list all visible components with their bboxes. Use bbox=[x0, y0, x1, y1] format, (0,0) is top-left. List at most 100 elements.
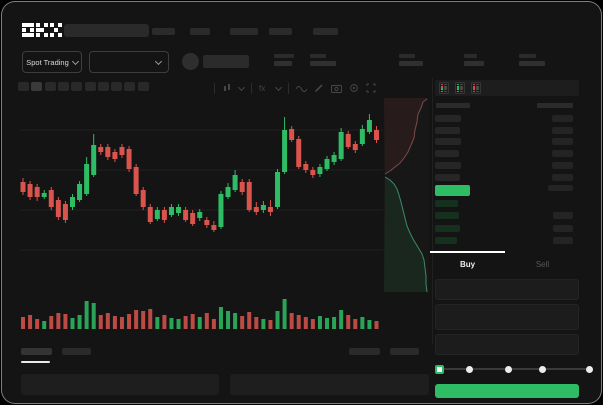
bottom-tab-1[interactable] bbox=[62, 348, 91, 355]
order-input-1[interactable] bbox=[435, 304, 579, 330]
stat-3-value bbox=[464, 61, 484, 66]
slider-dot-1[interactable] bbox=[465, 365, 473, 373]
bottom-bar-action-1[interactable] bbox=[390, 348, 419, 355]
slider-dot-4[interactable] bbox=[585, 365, 593, 373]
ask-row-3[interactable] bbox=[435, 150, 573, 158]
candle-body bbox=[317, 167, 323, 174]
draw-pencil-icon[interactable] bbox=[314, 83, 324, 93]
nav-item-2[interactable] bbox=[230, 28, 258, 35]
okx-logo[interactable] bbox=[22, 23, 62, 42]
stat-4-value bbox=[519, 61, 545, 66]
candle-body bbox=[366, 120, 372, 132]
bottom-tab-0[interactable] bbox=[21, 348, 52, 355]
orderbook-view-both-icon[interactable] bbox=[439, 82, 449, 94]
candle-body bbox=[253, 207, 259, 212]
settings-gear-icon[interactable] bbox=[349, 83, 359, 93]
timeframe-button-1[interactable] bbox=[31, 82, 43, 91]
volume-bar bbox=[233, 313, 238, 329]
bid-row-3[interactable] bbox=[435, 237, 573, 245]
price-cell bbox=[435, 173, 460, 181]
bid-row-1[interactable] bbox=[435, 212, 573, 220]
chevron-down-icon[interactable] bbox=[274, 83, 283, 91]
amount-slider[interactable] bbox=[434, 364, 593, 374]
timeframe-button-6[interactable] bbox=[97, 82, 109, 91]
timeframe-button-3[interactable] bbox=[57, 82, 69, 91]
timeframe-button-7[interactable] bbox=[111, 82, 123, 91]
timeframe-button-2[interactable] bbox=[44, 82, 56, 91]
ask-row-5[interactable] bbox=[435, 173, 573, 181]
slider-dot-2[interactable] bbox=[504, 365, 512, 373]
bid-row-0[interactable] bbox=[435, 200, 573, 207]
nav-item-1[interactable] bbox=[190, 28, 210, 35]
buy-submit-button[interactable] bbox=[435, 384, 579, 398]
stat-4-label bbox=[519, 54, 536, 58]
tab-buy[interactable]: Buy bbox=[430, 251, 505, 275]
timeframe-button-9[interactable] bbox=[137, 82, 149, 91]
timeframe-button-8[interactable] bbox=[124, 82, 136, 91]
amount-cell bbox=[552, 115, 573, 122]
nav-item-4[interactable] bbox=[313, 28, 338, 35]
candle-body bbox=[20, 182, 26, 192]
ask-row-0[interactable] bbox=[435, 115, 573, 122]
orderbook-view-bids-icon[interactable] bbox=[455, 82, 465, 94]
volume-bar bbox=[77, 315, 82, 329]
slider-dot-3[interactable] bbox=[539, 365, 546, 373]
coin-avatar[interactable] bbox=[182, 53, 199, 70]
candle-body bbox=[190, 213, 196, 224]
price-cell bbox=[435, 237, 457, 245]
timeframe-button-0[interactable] bbox=[18, 82, 29, 91]
candle-body bbox=[218, 194, 224, 227]
indicators-icon[interactable]: fx bbox=[259, 83, 269, 93]
slider-handle[interactable] bbox=[434, 364, 444, 374]
volume-bar bbox=[360, 317, 365, 329]
candle-body bbox=[105, 147, 111, 157]
price-cell bbox=[435, 150, 459, 158]
candle-style-icon[interactable] bbox=[222, 83, 232, 93]
depth-bids-line bbox=[384, 176, 428, 293]
chevron-down-icon[interactable] bbox=[237, 83, 246, 91]
stat-2-label bbox=[399, 54, 415, 58]
order-input-2[interactable] bbox=[435, 334, 579, 355]
candle-body bbox=[310, 170, 316, 175]
nav-item-0[interactable] bbox=[152, 28, 175, 35]
depth-bids-area bbox=[384, 177, 429, 292]
volume-bar bbox=[127, 314, 132, 329]
nav-item-3[interactable] bbox=[269, 28, 292, 35]
volume-bar bbox=[63, 314, 68, 329]
screenshot-camera-icon[interactable] bbox=[331, 83, 342, 93]
chevron-down-icon bbox=[154, 57, 163, 65]
line-chart-icon[interactable] bbox=[296, 83, 307, 93]
tab-sell[interactable]: Sell bbox=[535, 259, 550, 269]
volume-bar bbox=[275, 311, 280, 329]
price-cell bbox=[435, 161, 461, 169]
candle-body bbox=[140, 190, 146, 207]
last-price-highlight bbox=[435, 185, 470, 196]
fullscreen-icon[interactable] bbox=[366, 83, 376, 93]
volume-bar bbox=[197, 317, 202, 329]
divider bbox=[251, 82, 252, 94]
orderbook-view-asks-icon[interactable] bbox=[471, 82, 481, 94]
candle-body bbox=[338, 132, 344, 159]
candle-body bbox=[62, 204, 68, 220]
order-input-0[interactable] bbox=[435, 279, 579, 300]
panel-divider bbox=[432, 78, 433, 344]
price-cell bbox=[435, 126, 460, 134]
ask-row-4[interactable] bbox=[435, 161, 573, 169]
market-type-dropdown[interactable]: Spot Trading bbox=[22, 51, 82, 73]
orderbook-header-amount bbox=[537, 103, 573, 108]
candle-body bbox=[359, 129, 365, 144]
volume-bar bbox=[84, 301, 89, 329]
candle-body bbox=[168, 207, 174, 215]
ask-row-2[interactable] bbox=[435, 138, 573, 146]
search-input[interactable] bbox=[64, 24, 149, 37]
price-chart-canvas[interactable] bbox=[20, 94, 432, 340]
timeframe-button-5[interactable] bbox=[84, 82, 96, 91]
ask-row-1[interactable] bbox=[435, 126, 573, 134]
candle-body bbox=[126, 149, 132, 169]
timeframe-button-4[interactable] bbox=[71, 82, 83, 91]
pair-selector-dropdown[interactable] bbox=[89, 51, 169, 73]
volume-bar bbox=[190, 314, 195, 329]
bid-row-2[interactable] bbox=[435, 224, 573, 232]
depth-asks-area bbox=[384, 98, 429, 174]
bottom-bar-action-0[interactable] bbox=[349, 348, 380, 355]
